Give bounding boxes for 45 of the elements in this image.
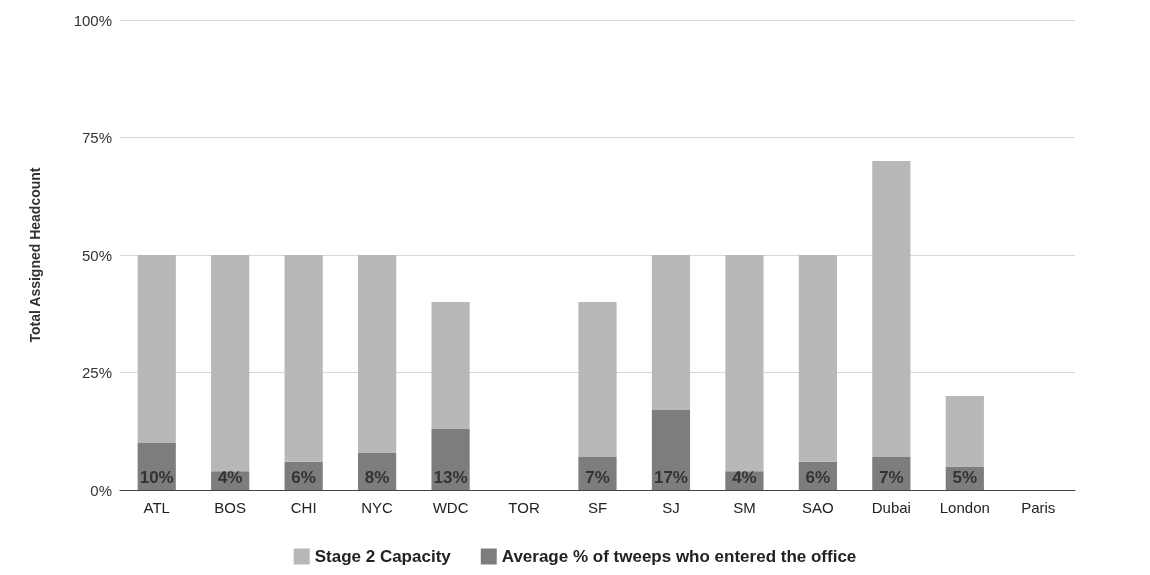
x-tick-label: TOR [508, 499, 540, 516]
x-tick-label: Paris [1021, 499, 1056, 516]
x-tick-label: SM [733, 499, 756, 516]
data-label: 7% [879, 468, 904, 487]
data-label: 6% [291, 468, 316, 487]
bar [578, 302, 617, 458]
x-tick-label: WDC [432, 499, 469, 516]
data-label: 13% [433, 468, 468, 487]
data-label: 17% [653, 468, 688, 487]
bar [651, 410, 691, 490]
data-label: 8% [364, 468, 390, 487]
y-tick-label: 75% [81, 129, 112, 146]
data-label: 6% [805, 468, 831, 487]
bar [431, 428, 470, 490]
legend-label: Average % of tweeps who entered the office [501, 547, 857, 566]
data-label: 7% [585, 468, 610, 487]
x-tick-label: Dubai [871, 499, 911, 516]
y-axis-title: Total Assigned Headcount [27, 167, 43, 343]
x-tick-label: SJ [662, 499, 680, 516]
x-tick-label: NYC [361, 499, 394, 516]
bar [725, 255, 764, 472]
x-tick-label: London [939, 499, 990, 516]
x-tick-label: SAO [802, 499, 834, 516]
x-tick-label: BOS [214, 499, 247, 516]
bar [211, 255, 250, 472]
bar [137, 255, 176, 443]
bar [651, 255, 691, 411]
y-tick-label: 50% [81, 246, 112, 264]
bar [284, 255, 323, 462]
data-label: 4% [732, 468, 757, 487]
bar [798, 255, 837, 462]
data-label: 4% [217, 468, 243, 487]
legend-label: Stage 2 Capacity [314, 547, 452, 566]
x-tick-label: CHI [290, 499, 317, 516]
bar [945, 396, 984, 467]
bar [358, 255, 397, 453]
bar [431, 302, 470, 429]
data-label: 5% [952, 468, 978, 487]
x-tick-label: ATL [143, 499, 170, 516]
data-label: 10% [139, 468, 174, 487]
y-tick-label: 25% [81, 364, 112, 381]
x-tick-label: SF [587, 499, 608, 516]
bar [872, 161, 911, 458]
y-tick-label: 100% [73, 11, 112, 29]
y-tick-label: 0% [90, 481, 112, 499]
